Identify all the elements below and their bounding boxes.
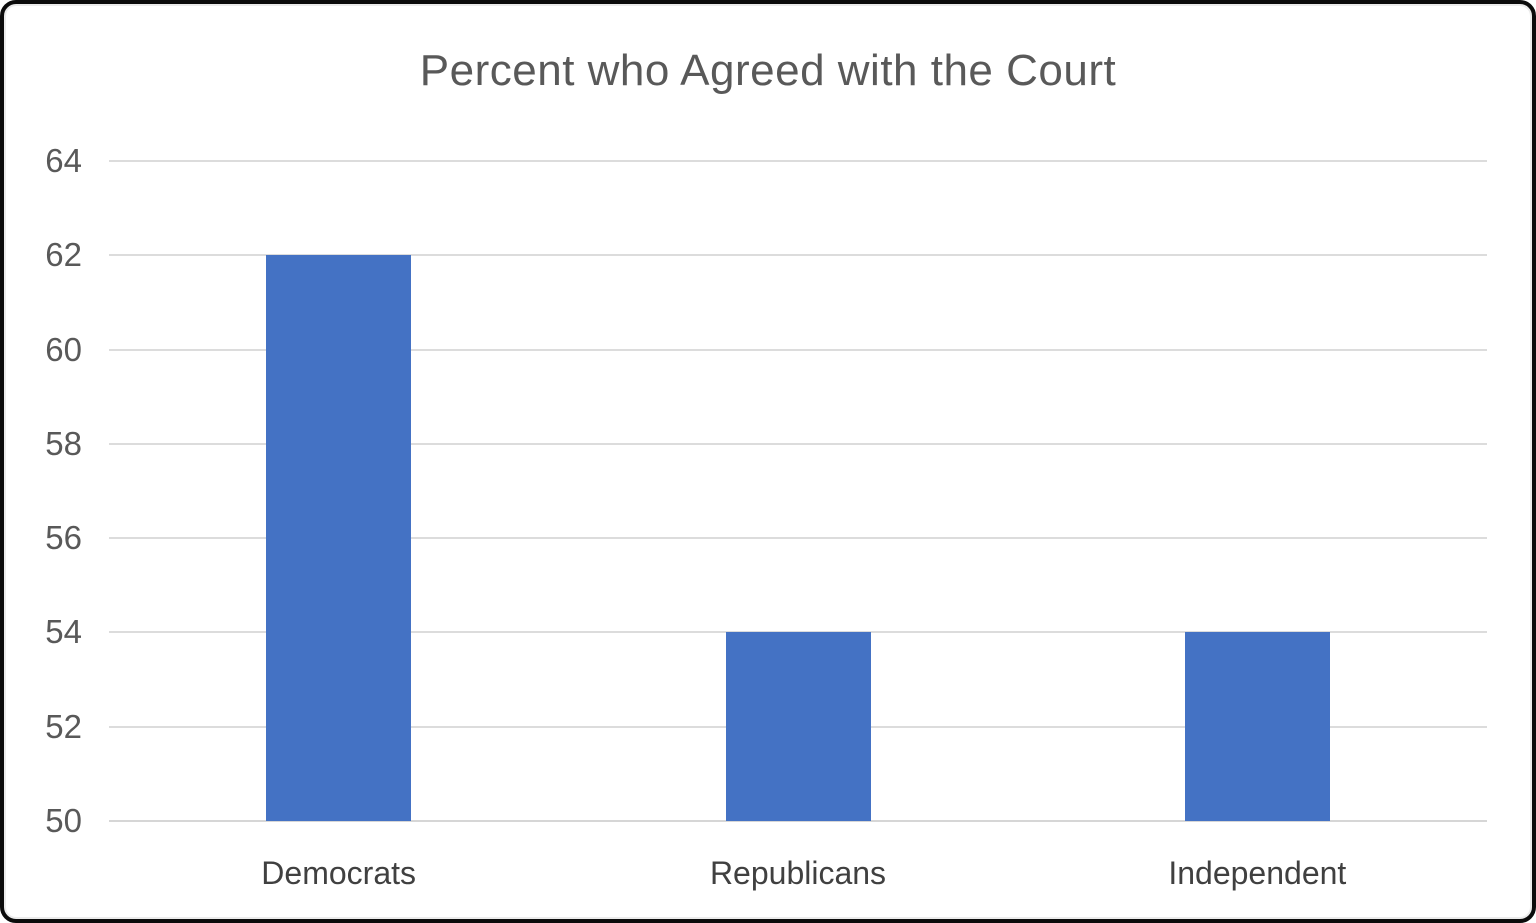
y-tick-label-62: 62 — [45, 236, 82, 274]
bar-independent — [1184, 632, 1330, 821]
gridline-50 — [109, 820, 1487, 822]
gridline-62 — [109, 254, 1487, 257]
gridline-58 — [109, 442, 1487, 445]
chart-title: Percent who Agreed with the Court — [419, 46, 1117, 95]
y-tick-label-56: 56 — [45, 519, 82, 557]
gridline-60 — [109, 348, 1487, 351]
y-tick-label-52: 52 — [45, 707, 82, 745]
y-tick-label-60: 60 — [45, 330, 82, 368]
bar-democrats — [266, 255, 412, 821]
gridline-64 — [109, 160, 1487, 162]
y-tick-label-50: 50 — [45, 802, 82, 839]
y-tick-label-64: 64 — [45, 142, 82, 179]
bar-republicans — [725, 632, 871, 821]
x-category-label-independent: Independent — [1168, 855, 1347, 891]
y-tick-label-58: 58 — [45, 424, 82, 462]
x-category-label-democrats: Democrats — [261, 855, 416, 891]
x-category-label-republicans: Republicans — [709, 855, 887, 891]
gridline-56 — [109, 537, 1487, 540]
y-tick-label-54: 54 — [45, 613, 82, 651]
